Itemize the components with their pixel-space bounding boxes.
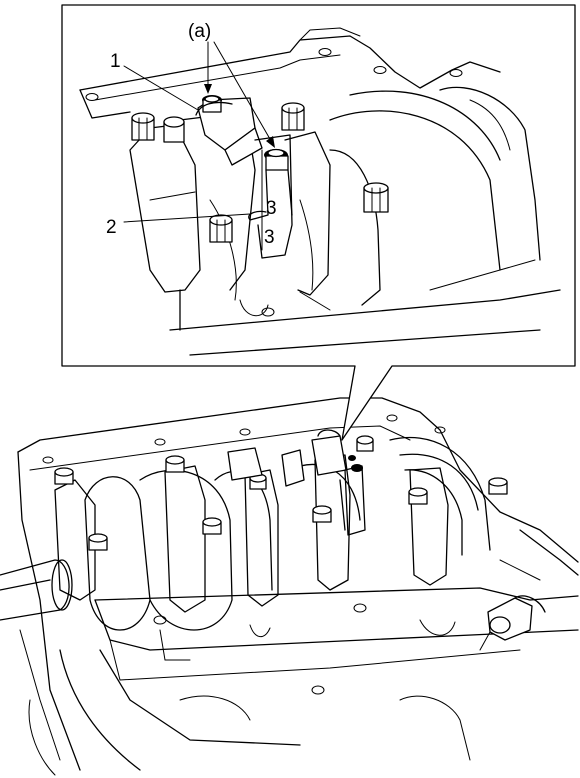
cylinder-block-overview — [0, 397, 579, 776]
detail-view-frame — [61, 4, 576, 441]
bolt-a-right — [264, 148, 289, 171]
cap-bolts — [54, 435, 508, 551]
part-labels: (a) 1 2 3 3 — [106, 21, 277, 248]
detail-target-cap — [195, 95, 293, 259]
detail-view — [79, 27, 561, 356]
label-part-1: 1 — [110, 51, 121, 72]
top-rail-holes — [42, 414, 446, 464]
crank-sensor — [479, 595, 546, 651]
label-a: (a) — [188, 21, 211, 42]
overview-target-cap — [227, 429, 366, 536]
lower-rail — [19, 587, 579, 776]
label-mark-3-upper: 3 — [266, 198, 277, 219]
label-mark-3-lower: 3 — [264, 227, 275, 248]
bearing-caps — [54, 454, 449, 613]
bolt-a-left — [195, 95, 233, 116]
detail-bolts — [131, 102, 389, 243]
leader-lines — [123, 41, 275, 223]
label-part-2: 2 — [106, 217, 117, 238]
